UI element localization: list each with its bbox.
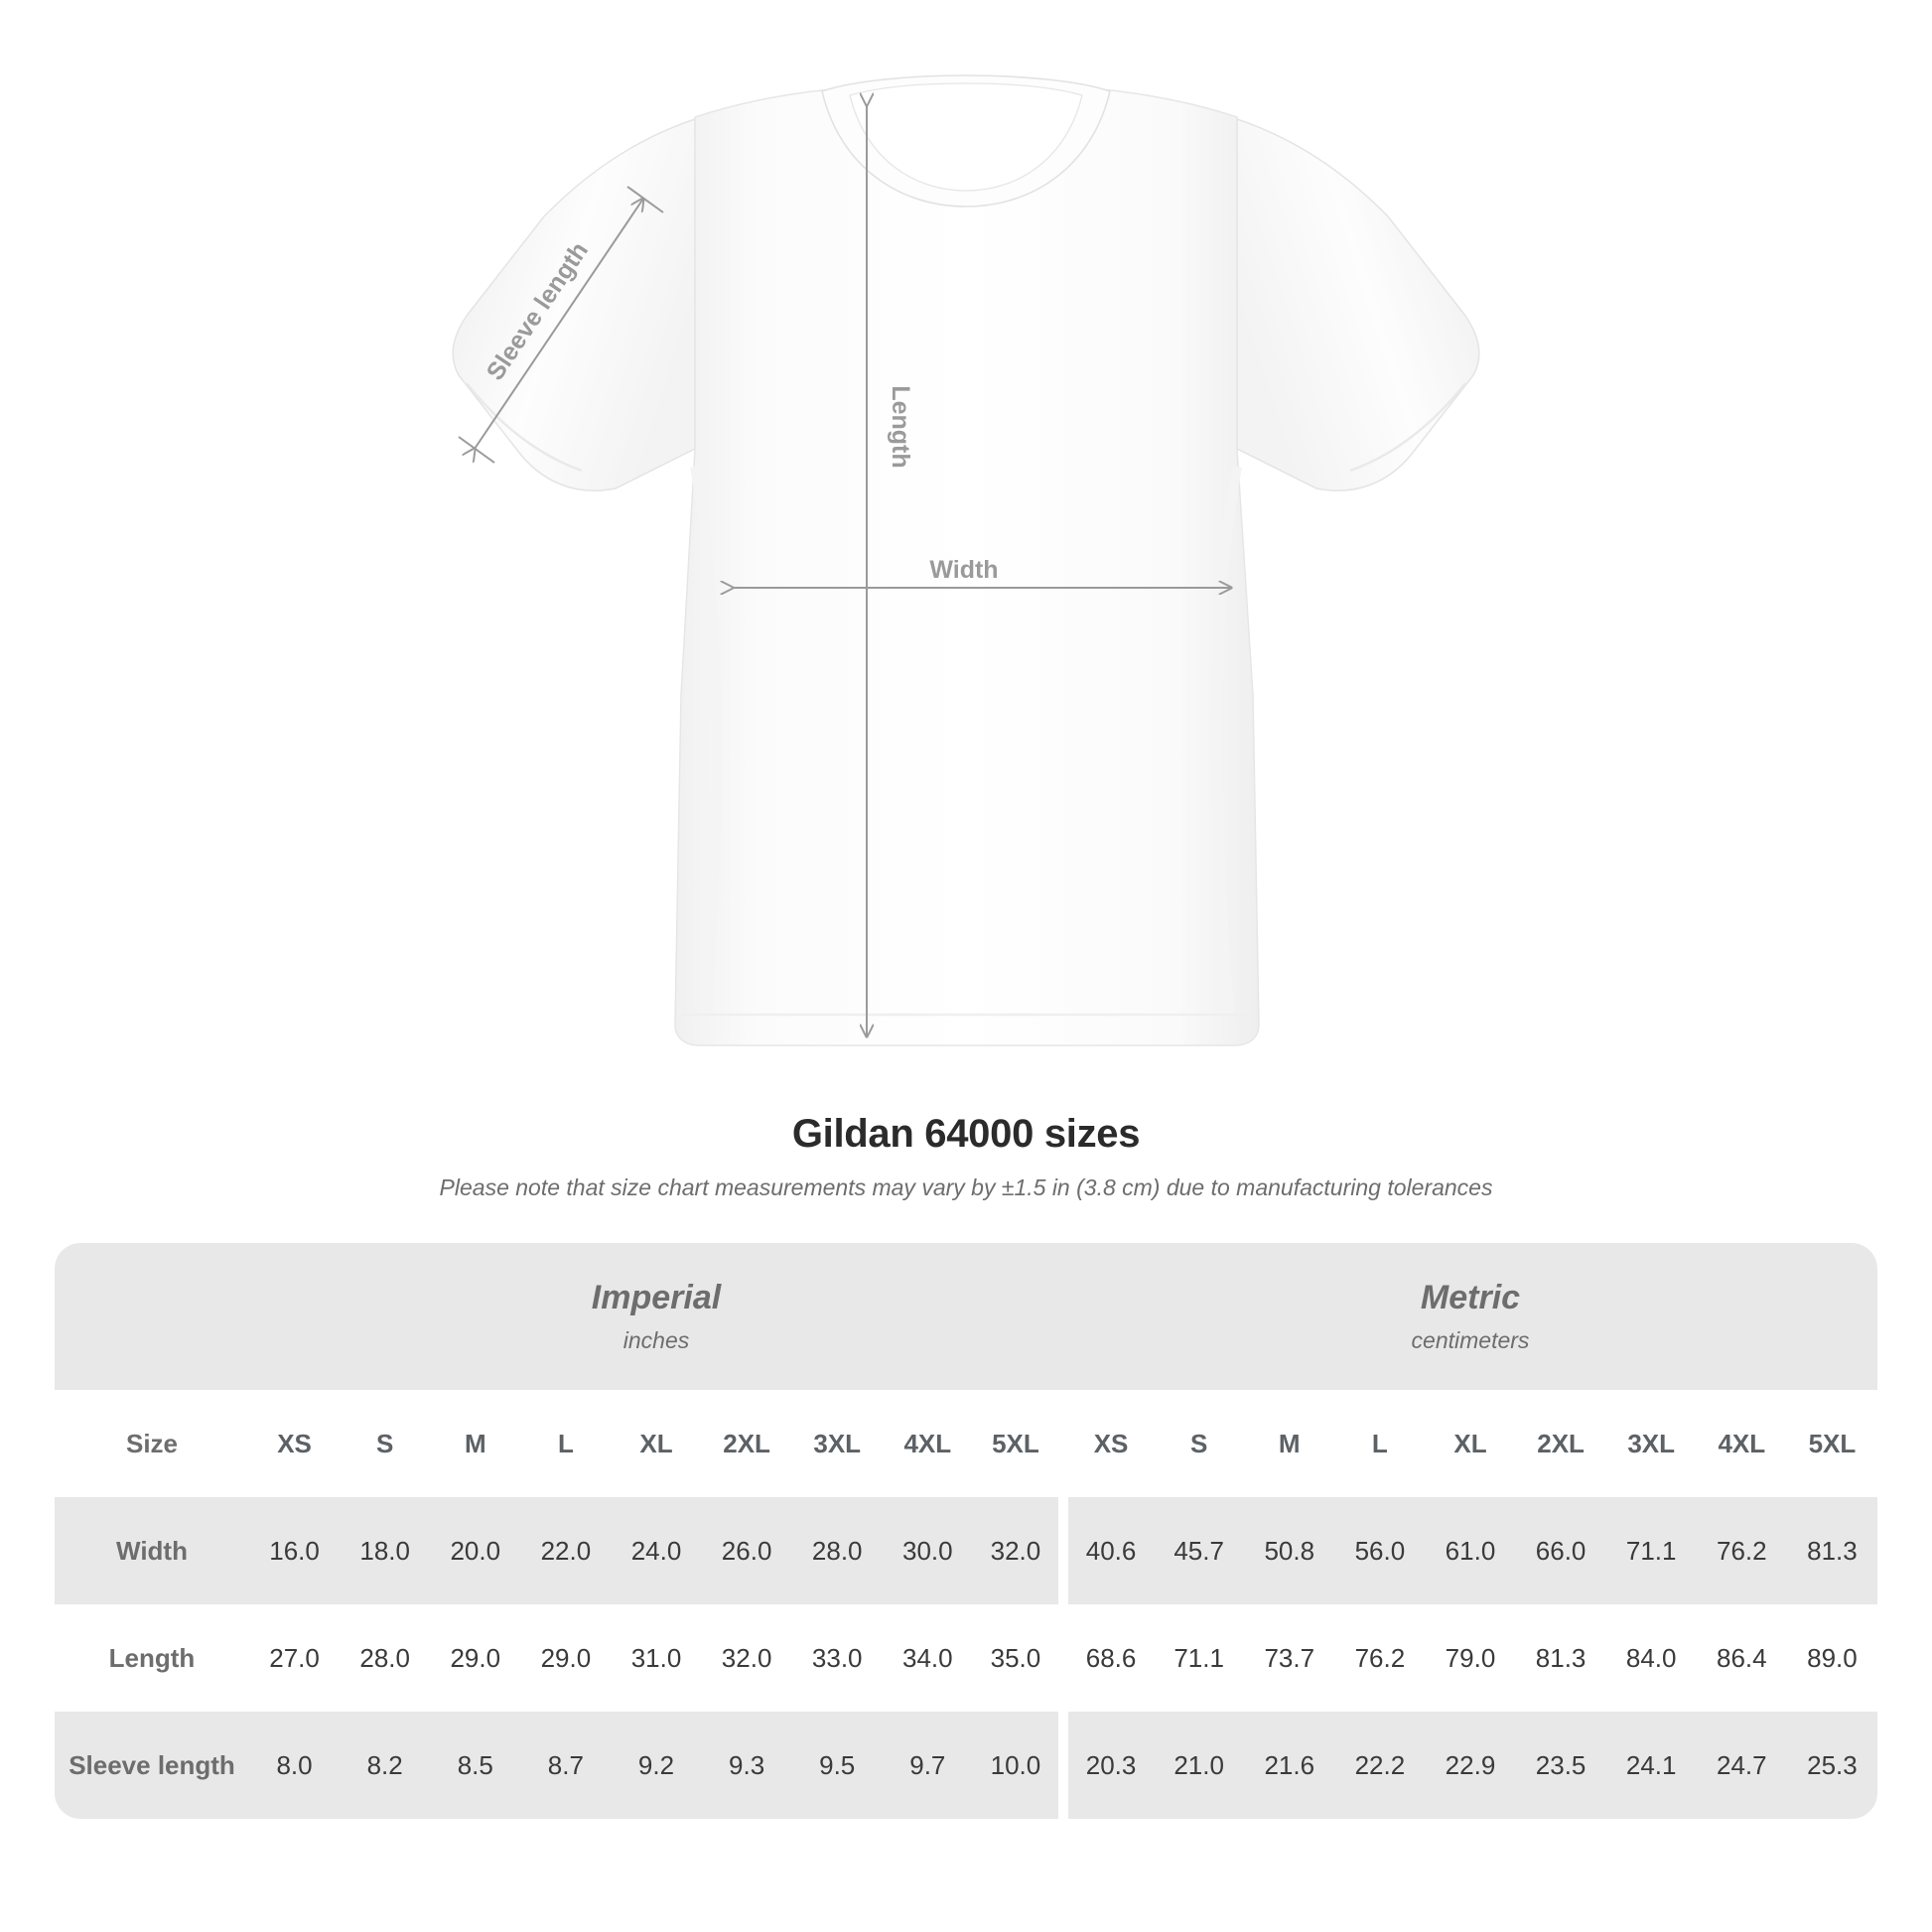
page-title: Gildan 64000 sizes — [791, 1112, 1141, 1156]
length-imperial-2xl: 32.0 — [701, 1604, 792, 1712]
sleeve-imperial-l: 8.7 — [520, 1712, 612, 1819]
width-imperial-s: 18.0 — [340, 1497, 431, 1604]
length-imperial-xs: 27.0 — [249, 1604, 341, 1712]
sleeve-length-dimension — [458, 186, 664, 464]
sleeve-imperial-s: 8.2 — [340, 1712, 431, 1819]
sleeve-imperial-5xl: 10.0 — [972, 1712, 1063, 1819]
tshirt-illustration: Length Width Sleeve length — [452, 74, 1480, 1046]
size-header-metric-1: S — [1154, 1390, 1245, 1497]
row-label-sleeve-length: Sleeve length — [55, 1712, 249, 1819]
title-block: Gildan 64000 sizes Please note that size… — [0, 1112, 1932, 1201]
length-imperial-4xl: 34.0 — [882, 1604, 973, 1712]
length-metric-l: 76.2 — [1334, 1604, 1426, 1712]
unit-sub-metric: centimeters — [1411, 1327, 1530, 1353]
unit-banner-row: Imperial inches Metric centimeters — [55, 1243, 1877, 1390]
size-header-imperial-2: M — [430, 1390, 521, 1497]
width-metric-m: 50.8 — [1244, 1497, 1335, 1604]
size-header-metric-2: M — [1244, 1390, 1335, 1497]
sleeve-imperial-m: 8.5 — [430, 1712, 521, 1819]
size-header-metric-3: L — [1334, 1390, 1426, 1497]
length-metric-4xl: 86.4 — [1696, 1604, 1787, 1712]
sleeve-metric-xl: 22.9 — [1425, 1712, 1516, 1819]
sleeve-metric-s: 21.0 — [1154, 1712, 1245, 1819]
length-imperial-xl: 31.0 — [611, 1604, 702, 1712]
width-imperial-2xl: 26.0 — [701, 1497, 792, 1604]
sleeve-metric-m: 21.6 — [1244, 1712, 1335, 1819]
row-label-width: Width — [55, 1497, 249, 1604]
width-imperial-l: 22.0 — [520, 1497, 612, 1604]
length-metric-5xl: 89.0 — [1786, 1604, 1877, 1712]
sleeve-metric-xs: 20.3 — [1057, 1712, 1155, 1819]
sleeve-imperial-xl: 9.2 — [611, 1712, 702, 1819]
row-label-length: Length — [55, 1604, 249, 1712]
width-imperial-m: 20.0 — [430, 1497, 521, 1604]
width-label: Width — [929, 556, 998, 584]
size-header-imperial-7: 4XL — [882, 1390, 973, 1497]
sleeve-imperial-xs: 8.0 — [249, 1712, 341, 1819]
sleeve-imperial-2xl: 9.3 — [701, 1712, 792, 1819]
width-metric-xl: 61.0 — [1425, 1497, 1516, 1604]
unit-banner-spacer — [55, 1243, 249, 1390]
width-metric-xs: 40.6 — [1057, 1497, 1155, 1604]
sleeve-metric-4xl: 24.7 — [1696, 1712, 1787, 1819]
sleeve-metric-2xl: 23.5 — [1515, 1712, 1606, 1819]
sleeve-metric-5xl: 25.3 — [1786, 1712, 1877, 1819]
size-header-imperial-5: 2XL — [701, 1390, 792, 1497]
unit-name-metric: Metric — [1420, 1279, 1521, 1316]
size-header-metric-5: 2XL — [1515, 1390, 1606, 1497]
size-header-metric-6: 3XL — [1605, 1390, 1697, 1497]
length-metric-3xl: 84.0 — [1605, 1604, 1697, 1712]
width-metric-5xl: 81.3 — [1786, 1497, 1877, 1604]
width-metric-l: 56.0 — [1334, 1497, 1426, 1604]
sleeve-imperial-4xl: 9.7 — [882, 1712, 973, 1819]
length-metric-m: 73.7 — [1244, 1604, 1335, 1712]
table-row-length: Length 27.0 28.0 29.0 29.0 31.0 32.0 33.… — [55, 1604, 1877, 1712]
length-imperial-l: 29.0 — [520, 1604, 612, 1712]
length-metric-2xl: 81.3 — [1515, 1604, 1606, 1712]
length-metric-xl: 79.0 — [1425, 1604, 1516, 1712]
table-row-sleeve-length: Sleeve length 8.0 8.2 8.5 8.7 9.2 9.3 9.… — [55, 1712, 1877, 1819]
length-label: Length — [887, 385, 914, 468]
unit-sub-imperial: inches — [622, 1327, 690, 1353]
width-metric-s: 45.7 — [1154, 1497, 1245, 1604]
sleeve-imperial-3xl: 9.5 — [791, 1712, 883, 1819]
size-table: Imperial inches Metric centimeters Size … — [55, 1243, 1877, 1819]
size-header-imperial-0: XS — [249, 1390, 341, 1497]
width-imperial-5xl: 32.0 — [972, 1497, 1063, 1604]
size-header-imperial-3: L — [520, 1390, 612, 1497]
length-imperial-s: 28.0 — [340, 1604, 431, 1712]
size-header-imperial-4: XL — [611, 1390, 702, 1497]
unit-name-imperial: Imperial — [591, 1279, 722, 1316]
length-imperial-5xl: 35.0 — [972, 1604, 1063, 1712]
sleeve-metric-l: 22.2 — [1334, 1712, 1426, 1819]
size-header-metric-7: 4XL — [1696, 1390, 1787, 1497]
size-header-imperial-6: 3XL — [791, 1390, 883, 1497]
width-metric-3xl: 71.1 — [1605, 1497, 1697, 1604]
width-imperial-4xl: 30.0 — [882, 1497, 973, 1604]
width-imperial-xs: 16.0 — [249, 1497, 341, 1604]
garment-diagram: Length Width Sleeve length — [452, 74, 1480, 1046]
width-metric-4xl: 76.2 — [1696, 1497, 1787, 1604]
table-row-width: Width 16.0 18.0 20.0 22.0 24.0 26.0 28.0… — [55, 1497, 1877, 1604]
size-header-row: Size XS S M L XL 2XL 3XL 4XL 5XL XS S M … — [55, 1390, 1877, 1497]
length-metric-s: 71.1 — [1154, 1604, 1245, 1712]
size-table-container: Imperial inches Metric centimeters Size … — [55, 1243, 1877, 1819]
width-imperial-3xl: 28.0 — [791, 1497, 883, 1604]
length-imperial-m: 29.0 — [430, 1604, 521, 1712]
size-header-imperial-8: 5XL — [972, 1390, 1063, 1497]
size-header-metric-8: 5XL — [1786, 1390, 1877, 1497]
unit-group-metric: Metric centimeters — [1062, 1243, 1877, 1390]
row-label-size: Size — [55, 1390, 249, 1497]
length-imperial-3xl: 33.0 — [791, 1604, 883, 1712]
unit-group-imperial: Imperial inches — [249, 1243, 1063, 1390]
size-header-metric-0: XS — [1057, 1390, 1155, 1497]
sleeve-metric-3xl: 24.1 — [1605, 1712, 1697, 1819]
tolerance-note: Please note that size chart measurements… — [439, 1174, 1493, 1200]
size-header-metric-4: XL — [1425, 1390, 1516, 1497]
width-imperial-xl: 24.0 — [611, 1497, 702, 1604]
size-header-imperial-1: S — [340, 1390, 431, 1497]
width-metric-2xl: 66.0 — [1515, 1497, 1606, 1604]
length-metric-xs: 68.6 — [1057, 1604, 1155, 1712]
